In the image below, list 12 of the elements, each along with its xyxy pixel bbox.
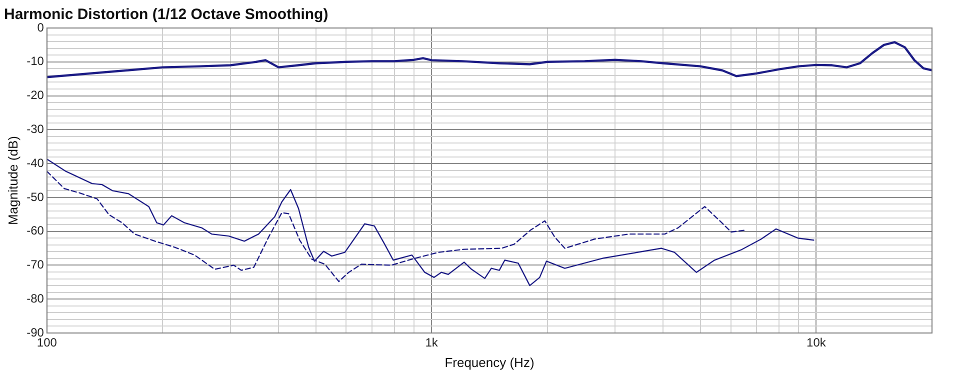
x-axis-title: Frequency (Hz) <box>444 354 534 370</box>
y-tick-label: -50 <box>26 190 44 204</box>
x-tick-label: 10k <box>806 336 827 350</box>
y-tick-label: -40 <box>26 156 44 170</box>
x-tick-label: 1k <box>425 336 439 350</box>
y-tick-label: -20 <box>26 88 44 102</box>
y-tick-label: -70 <box>26 258 44 272</box>
y-axis-title: Magnitude (dB) <box>5 136 20 225</box>
y-tick-label: -80 <box>26 291 44 306</box>
y-tick-label: -60 <box>26 224 44 238</box>
y-tick-label: -30 <box>26 122 44 136</box>
y-tick-label: -10 <box>26 54 44 68</box>
